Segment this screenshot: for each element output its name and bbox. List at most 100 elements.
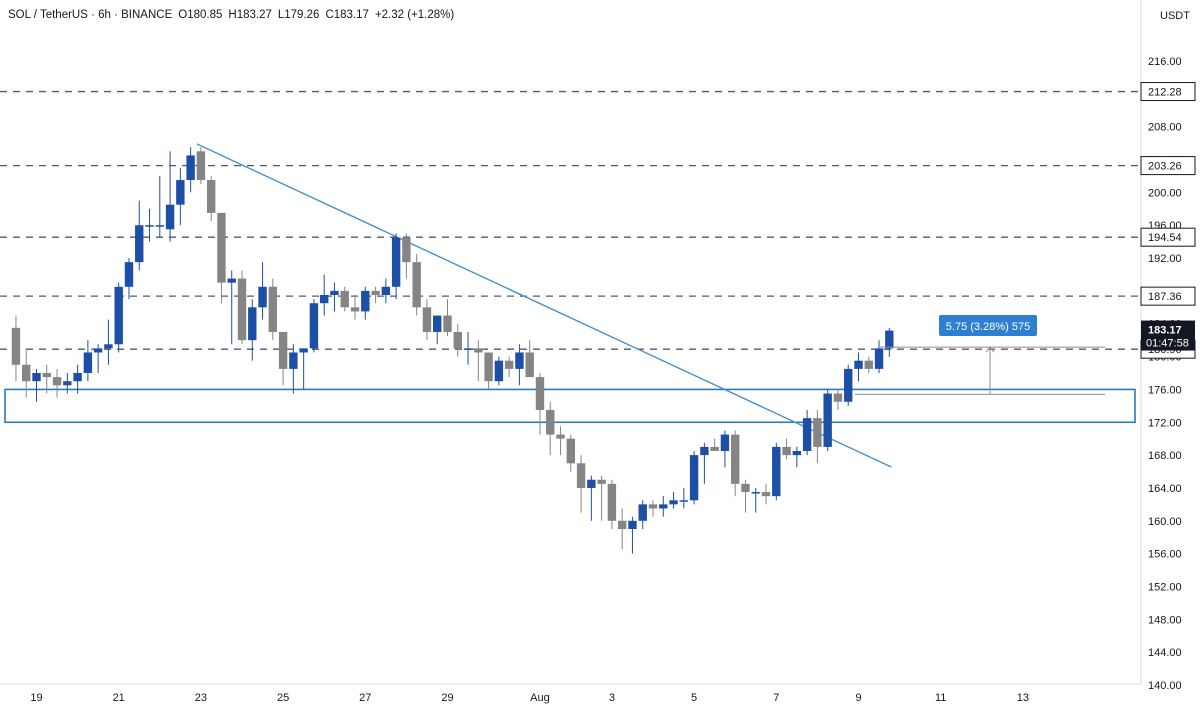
candle-body [268, 286, 278, 332]
x-tick-label: 23 [195, 692, 207, 704]
candle-body [535, 377, 545, 410]
candle-body [258, 286, 267, 308]
candle-body [864, 360, 873, 369]
y-tick-label: 172.00 [1148, 417, 1182, 429]
downtrend-line [196, 143, 892, 468]
candle-body [135, 225, 144, 263]
candle-body [751, 492, 760, 494]
high-value: H183.27 [228, 9, 272, 21]
candle-body [289, 352, 298, 369]
candle-body [114, 286, 123, 345]
candle-body [52, 377, 62, 386]
candle-body [504, 360, 514, 369]
candle-body [22, 364, 31, 382]
candle-body [227, 278, 236, 283]
x-tick-label: 25 [277, 692, 289, 704]
candle-body [823, 393, 832, 447]
x-tick-label: 5 [691, 692, 697, 704]
level-tag-203: 203.26 [1148, 161, 1182, 173]
y-tick-label: 164.00 [1148, 483, 1182, 495]
candle-body [11, 327, 21, 365]
candle-body [309, 303, 319, 349]
level-tag-212: 212.28 [1148, 87, 1182, 99]
candle-body [638, 504, 647, 521]
symbol-legend: SOL / TetherUS · 6h · BINANCE O180.85 H1… [8, 9, 454, 21]
y-tick-label: 156.00 [1148, 549, 1182, 561]
candle-body [330, 290, 339, 295]
candle-body [617, 520, 627, 529]
candle-body [648, 504, 658, 509]
low-value: L179.26 [277, 9, 320, 21]
y-tick-label: 144.00 [1148, 647, 1182, 659]
candle-body [104, 344, 113, 349]
candle-body [381, 286, 391, 295]
candle-body [720, 434, 730, 451]
x-tick-label: 19 [30, 692, 42, 704]
candle-body [576, 463, 586, 488]
level-tag-187: 187.36 [1148, 291, 1182, 303]
candle-body [217, 212, 226, 283]
measure-label: 5.75 (3.28%) 575 [946, 321, 1030, 333]
candle-body [546, 409, 555, 435]
y-tick-label: 192.00 [1148, 253, 1182, 265]
candle-body [689, 455, 699, 501]
candle-body [206, 180, 216, 213]
candle-body [525, 352, 534, 378]
candle-body [340, 290, 349, 308]
trendline-group [196, 143, 892, 468]
candle-body [433, 315, 442, 332]
y-tick-label: 148.00 [1148, 614, 1182, 626]
symbol-name[interactable]: SOL / TetherUS · 6h · BINANCE [8, 9, 173, 21]
candle-body [42, 373, 51, 378]
candle-body [659, 504, 668, 509]
candle-body [412, 262, 421, 308]
candle-body [494, 360, 504, 382]
y-tick-label: 152.00 [1148, 581, 1182, 593]
candle-body [463, 348, 473, 350]
candle-body [885, 330, 894, 349]
measure-label-box [939, 315, 1037, 336]
candle-body [833, 393, 843, 402]
x-tick-label: Aug [530, 692, 550, 704]
candle-body [422, 307, 432, 332]
candle-body [402, 237, 411, 263]
candle-body [597, 479, 606, 484]
current-price-box [1141, 320, 1195, 351]
candle-body [587, 479, 596, 488]
candle-body [556, 434, 565, 439]
candle-body [772, 446, 781, 497]
y-tick-label: 200.00 [1148, 187, 1182, 199]
candle-body [813, 418, 822, 447]
candle-body [248, 307, 257, 341]
x-axis-ticks: 19 21 23 25 27 29 Aug 3 5 7 9 11 13 [30, 692, 1029, 704]
y-axis-ticks: 216.00212.00208.00204.00200.00196.00192.… [1148, 56, 1182, 692]
x-tick-label: 21 [113, 692, 125, 704]
candle-body [165, 204, 175, 230]
candle-body [145, 225, 154, 227]
y-tick-label: 160.00 [1148, 516, 1182, 528]
change-value: +2.32 (+1.28%) [374, 9, 455, 21]
measure-tool: 5.75 (3.28%) 575 [855, 315, 1105, 395]
candle-body [710, 446, 719, 451]
candle-body [854, 360, 863, 369]
y-tick-label: 216.00 [1148, 56, 1182, 68]
candle-body [679, 500, 689, 502]
candle-body [628, 520, 637, 529]
candle-body [731, 434, 740, 484]
candle-body [371, 290, 380, 295]
x-tick-label: 7 [773, 692, 779, 704]
candle-body [299, 348, 308, 353]
candle-body [669, 500, 678, 505]
candle-body [566, 438, 575, 464]
currency-label: USDT [1160, 10, 1190, 22]
y-tick-label: 168.00 [1148, 450, 1182, 462]
measure-arrow [985, 346, 995, 353]
x-tick-label: 13 [1017, 692, 1029, 704]
candle-body [278, 331, 288, 369]
candle-body [874, 348, 884, 369]
candle-body [196, 151, 206, 181]
candle-body [32, 373, 41, 382]
candle-body [802, 418, 812, 451]
